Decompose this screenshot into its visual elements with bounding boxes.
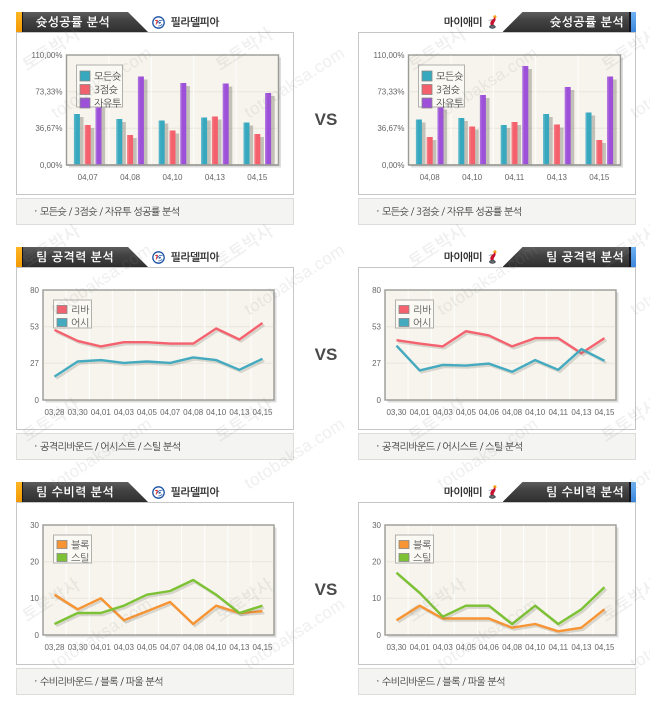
svg-text:04,15: 04,15	[594, 643, 615, 652]
svg-text:04,11: 04,11	[548, 643, 568, 652]
svg-text:36,67%: 36,67%	[35, 124, 62, 133]
svg-text:04,11: 04,11	[548, 408, 568, 417]
svg-text:04,01: 04,01	[91, 408, 112, 417]
svg-text:53: 53	[30, 323, 39, 332]
svg-text:80: 80	[30, 286, 39, 295]
svg-text:0: 0	[35, 396, 40, 405]
svg-text:27: 27	[30, 359, 39, 368]
svg-text:04,03: 04,03	[114, 408, 135, 417]
svg-text:04,13: 04,13	[571, 643, 592, 652]
svg-text:0: 0	[35, 631, 40, 640]
svg-text:04,03: 04,03	[433, 408, 454, 417]
svg-text:10: 10	[30, 594, 39, 603]
svg-text:04,13: 04,13	[571, 408, 592, 417]
svg-text:04,15: 04,15	[594, 408, 615, 417]
svg-text:03,30: 03,30	[68, 408, 89, 417]
svg-text:03,30: 03,30	[386, 643, 407, 652]
svg-text:110,00%: 110,00%	[32, 51, 63, 60]
svg-text:04,05: 04,05	[137, 643, 158, 652]
svg-text:0: 0	[377, 396, 382, 405]
svg-text:04,13: 04,13	[229, 408, 250, 417]
svg-text:04,07: 04,07	[160, 643, 181, 652]
svg-text:30: 30	[372, 521, 381, 530]
svg-text:04,15: 04,15	[589, 173, 610, 182]
svg-text:04,05: 04,05	[137, 408, 158, 417]
svg-text:73,33%: 73,33%	[35, 88, 62, 97]
svg-text:04,06: 04,06	[479, 408, 500, 417]
svg-text:03,28: 03,28	[44, 643, 65, 652]
svg-text:04,05: 04,05	[456, 408, 477, 417]
svg-text:04,07: 04,07	[78, 173, 99, 182]
svg-text:04,07: 04,07	[160, 408, 181, 417]
svg-text:04,10: 04,10	[206, 408, 227, 417]
svg-text:04,15: 04,15	[252, 408, 273, 417]
svg-text:04,13: 04,13	[205, 173, 226, 182]
svg-text:04,11: 04,11	[505, 173, 525, 182]
svg-text:04,13: 04,13	[229, 643, 250, 652]
svg-text:04,10: 04,10	[525, 408, 546, 417]
svg-text:53: 53	[372, 323, 381, 332]
svg-text:03,28: 03,28	[44, 408, 65, 417]
svg-text:20: 20	[372, 558, 381, 567]
svg-text:04,15: 04,15	[247, 173, 268, 182]
svg-text:04,01: 04,01	[91, 643, 112, 652]
svg-text:04,06: 04,06	[479, 643, 500, 652]
svg-text:04,08: 04,08	[502, 643, 523, 652]
svg-text:04,03: 04,03	[114, 643, 135, 652]
svg-text:04,10: 04,10	[462, 173, 483, 182]
svg-text:0,00%: 0,00%	[40, 161, 63, 170]
svg-text:04,05: 04,05	[456, 643, 477, 652]
svg-text:36,67%: 36,67%	[377, 124, 404, 133]
svg-text:03,30: 03,30	[68, 643, 89, 652]
svg-text:27: 27	[372, 359, 381, 368]
svg-text:04,13: 04,13	[547, 173, 568, 182]
svg-text:04,10: 04,10	[162, 173, 183, 182]
svg-text:04,10: 04,10	[525, 643, 546, 652]
svg-text:03,30: 03,30	[386, 408, 407, 417]
svg-text:04,08: 04,08	[120, 173, 141, 182]
svg-text:04,01: 04,01	[410, 643, 431, 652]
svg-text:04,03: 04,03	[433, 643, 454, 652]
svg-text:73,33%: 73,33%	[377, 88, 404, 97]
svg-text:04,08: 04,08	[183, 408, 204, 417]
svg-text:80: 80	[372, 286, 381, 295]
svg-text:04,10: 04,10	[206, 643, 227, 652]
svg-text:30: 30	[30, 521, 39, 530]
svg-text:04,15: 04,15	[252, 643, 273, 652]
svg-text:20: 20	[30, 558, 39, 567]
svg-text:04,08: 04,08	[502, 408, 523, 417]
svg-text:04,08: 04,08	[420, 173, 441, 182]
svg-text:04,08: 04,08	[183, 643, 204, 652]
svg-text:0,00%: 0,00%	[382, 161, 405, 170]
svg-text:110,00%: 110,00%	[374, 51, 405, 60]
svg-text:04,01: 04,01	[410, 408, 431, 417]
svg-text:0: 0	[377, 631, 382, 640]
svg-text:10: 10	[372, 594, 381, 603]
